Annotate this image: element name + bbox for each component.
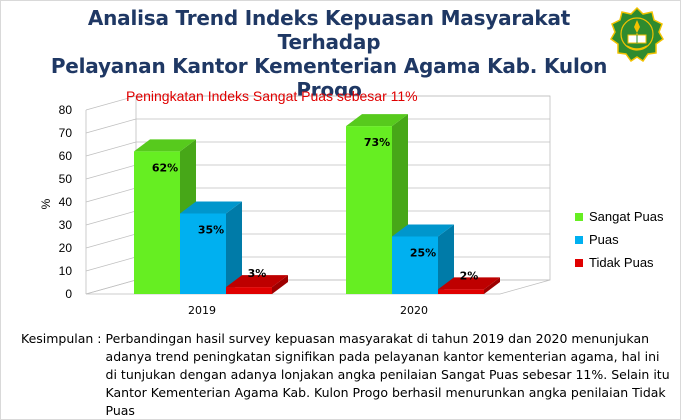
- legend-swatch: [575, 235, 583, 244]
- y-tick-label: 70: [59, 126, 73, 140]
- bar: [180, 213, 226, 294]
- bar-top: [180, 201, 242, 214]
- y-tick-label: 10: [59, 264, 73, 278]
- data-label: 25%: [410, 247, 436, 260]
- y-tick-label: 30: [59, 218, 73, 232]
- data-label: 73%: [364, 136, 390, 149]
- bar: [226, 287, 272, 294]
- bar-chart: 0 10 20 30 40 50 60 70 80% 62% 35% 3% 2019 73% 25% 2% 20…: [39, 95, 551, 317]
- bar-side: [226, 201, 242, 294]
- bar: [392, 236, 438, 294]
- bar: [346, 126, 392, 294]
- legend-label: Tidak Puas: [589, 255, 654, 270]
- bar: [438, 289, 484, 294]
- gridline-diag-20: [85, 233, 137, 249]
- legend-label: Puas: [589, 232, 619, 247]
- y-tick-label: 0: [65, 287, 72, 301]
- bar-top: [226, 275, 288, 288]
- bar-side: [484, 277, 500, 294]
- gridline-diag-0: [85, 279, 137, 295]
- gridline-diag-10: [85, 256, 137, 272]
- y-tick-label: 40: [59, 195, 73, 209]
- bar-side: [272, 275, 288, 294]
- bar: [134, 151, 180, 294]
- legend-label: Sangat Puas: [589, 209, 664, 224]
- data-label: 3%: [248, 267, 267, 280]
- bar-top: [346, 114, 408, 127]
- chart-annotation: Peningkatan Indeks Sangat Puas sebesar 1…: [126, 88, 418, 104]
- legend-item: Sangat Puas: [575, 205, 663, 228]
- bar-top: [134, 139, 196, 152]
- data-label: 62%: [152, 161, 178, 174]
- data-label: 2%: [460, 269, 479, 282]
- gridline-diag-30: [85, 210, 137, 226]
- bar-top: [438, 277, 500, 290]
- x-tick-label: 2020: [400, 304, 428, 317]
- gridline-diag-80: [85, 95, 137, 111]
- kemenag-logo-icon: [610, 6, 664, 62]
- legend-item: Tidak Puas: [575, 251, 663, 274]
- gridline-diag-50: [85, 164, 137, 180]
- data-label: 35%: [198, 224, 224, 237]
- y-tick-label: 20: [59, 241, 73, 255]
- y-tick-label: 50: [59, 172, 73, 186]
- legend-swatch: [575, 258, 583, 267]
- title-line-1: Analisa Trend Indeks Kepuasan Masyarakat…: [87, 6, 571, 54]
- conclusion-block: Kesimpulan : Perbandingan hasil survey k…: [21, 330, 671, 420]
- legend-item: Puas: [575, 228, 663, 251]
- chart-legend: Sangat Puas Puas Tidak Puas: [575, 205, 663, 274]
- x-tick-label: 2019: [188, 304, 216, 317]
- bar-side: [438, 224, 454, 294]
- y-tick-label: 80: [59, 103, 73, 117]
- legend-swatch: [575, 212, 583, 221]
- y-axis-label: %: [39, 198, 53, 209]
- gridline-diag-60: [85, 141, 137, 157]
- bar-top: [392, 224, 454, 237]
- conclusion-text: Perbandingan hasil survey kepuasan masya…: [105, 331, 670, 418]
- gridline-diag-40: [85, 187, 137, 203]
- conclusion-label: Kesimpulan :: [21, 331, 102, 346]
- gridline-diag-70: [85, 118, 137, 134]
- y-tick-label: 60: [59, 149, 73, 163]
